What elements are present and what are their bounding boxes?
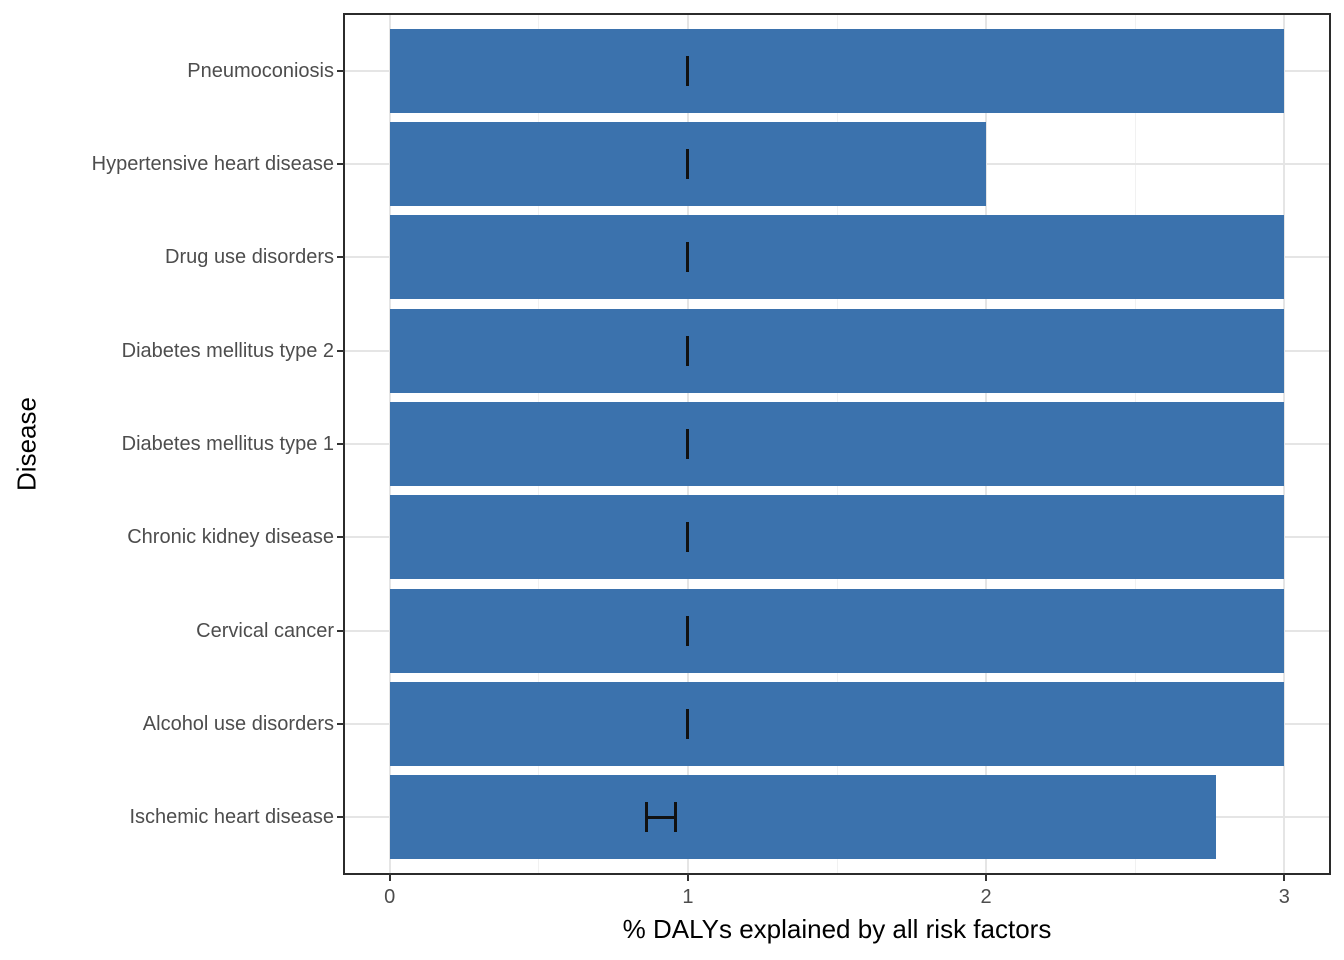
category-label: Alcohol use disorders bbox=[142, 712, 334, 735]
category-label: Diabetes mellitus type 2 bbox=[121, 339, 334, 362]
category-label: Hypertensive heart disease bbox=[91, 153, 334, 176]
error-bar-cap-left bbox=[686, 242, 690, 273]
bar-diabetes-mellitus-type-2 bbox=[389, 308, 1285, 393]
y-axis-tick bbox=[337, 629, 345, 632]
category-label: Cervical cancer bbox=[196, 619, 334, 642]
error-bar-cap-left bbox=[686, 615, 690, 646]
y-axis-tick bbox=[337, 443, 345, 445]
error-bar-cap-left bbox=[686, 429, 690, 459]
y-axis-tick bbox=[337, 256, 345, 259]
y-axis-tick bbox=[337, 536, 345, 539]
error-bar-cap-left bbox=[686, 708, 690, 739]
x-axis-tick-label: 1 bbox=[682, 886, 694, 908]
bar-ischemic-heart-disease bbox=[389, 775, 1216, 860]
bar-alcohol-use-disorders bbox=[389, 681, 1285, 766]
error-bar-cap-right bbox=[674, 802, 678, 833]
bar-diabetes-mellitus-type-1 bbox=[389, 402, 1285, 486]
x-axis-tick-label: 3 bbox=[1278, 886, 1290, 908]
x-axis-tick bbox=[686, 873, 689, 881]
x-axis-tick bbox=[985, 873, 988, 881]
y-axis-tick bbox=[337, 349, 345, 352]
error-bar-cap-left bbox=[686, 335, 690, 366]
y-axis-tick bbox=[337, 722, 345, 725]
error-bar-cap-left bbox=[686, 149, 690, 180]
category-label: Diabetes mellitus type 1 bbox=[121, 433, 334, 455]
category-label: Ischemic heart disease bbox=[129, 806, 334, 829]
x-axis-title: % DALYs explained by all risk factors bbox=[622, 914, 1052, 944]
y-axis-tick bbox=[337, 163, 345, 166]
y-axis-tick bbox=[337, 816, 345, 819]
x-axis-tick-label: 2 bbox=[980, 886, 992, 908]
bar-drug-use-disorders bbox=[389, 215, 1285, 300]
x-axis-tick bbox=[1283, 873, 1286, 881]
bar-cervical-cancer bbox=[389, 588, 1285, 673]
x-axis-tick bbox=[388, 873, 391, 881]
bar-pneumoconiosis bbox=[389, 28, 1285, 113]
category-label: Chronic kidney disease bbox=[127, 526, 334, 549]
error-bar-line bbox=[646, 815, 676, 819]
category-label: Pneumoconiosis bbox=[187, 59, 334, 82]
y-axis-tick bbox=[337, 69, 345, 72]
error-bar-cap-left bbox=[686, 522, 690, 553]
bar-chronic-kidney-disease bbox=[389, 495, 1285, 580]
x-axis-tick-label: 0 bbox=[384, 886, 396, 908]
error-bar-cap-left bbox=[644, 802, 648, 833]
error-bar-cap-left bbox=[686, 55, 690, 86]
category-label: Drug use disorders bbox=[165, 246, 334, 269]
